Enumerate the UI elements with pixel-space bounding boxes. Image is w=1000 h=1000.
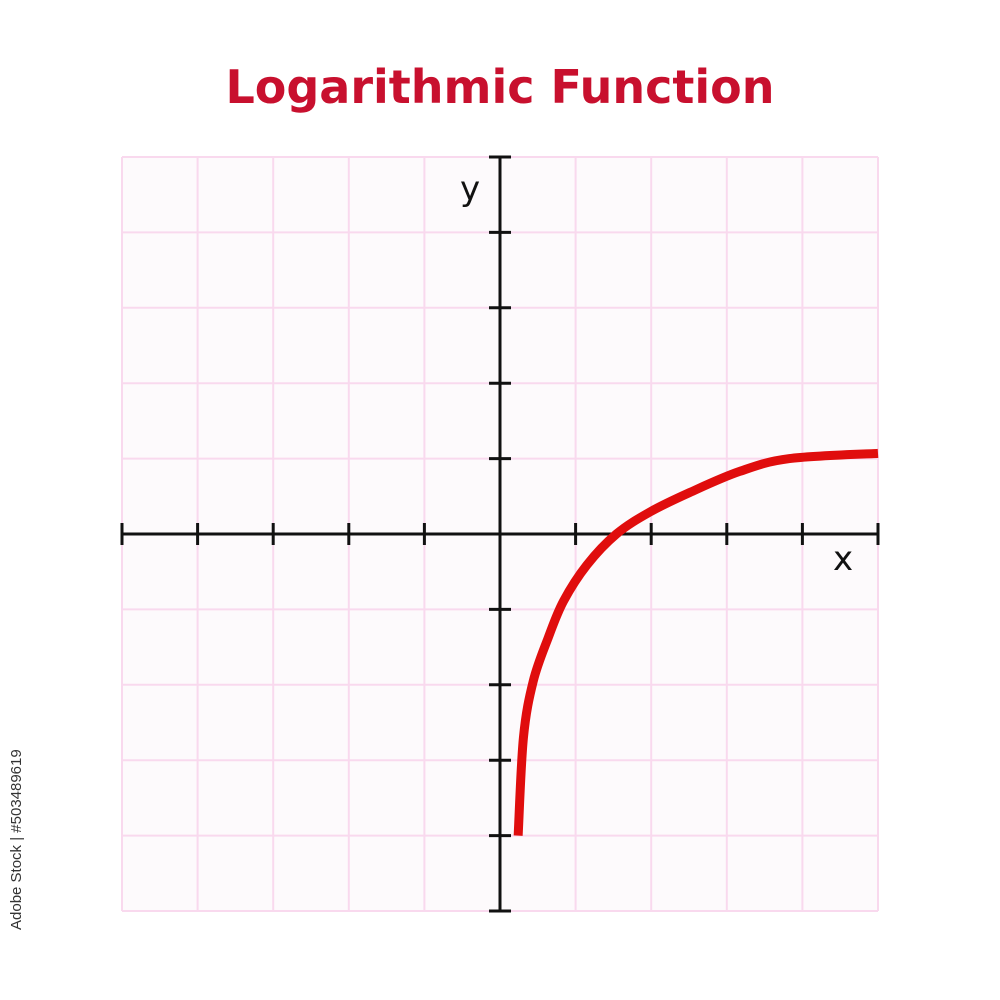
y-axis-label: y <box>460 169 480 209</box>
chart-title: Logarithmic Function <box>225 60 775 114</box>
log-curve <box>513 448 879 836</box>
stock-credit: Adobe Stock | #503489619 <box>8 749 25 930</box>
x-axis-label: x <box>833 539 853 579</box>
